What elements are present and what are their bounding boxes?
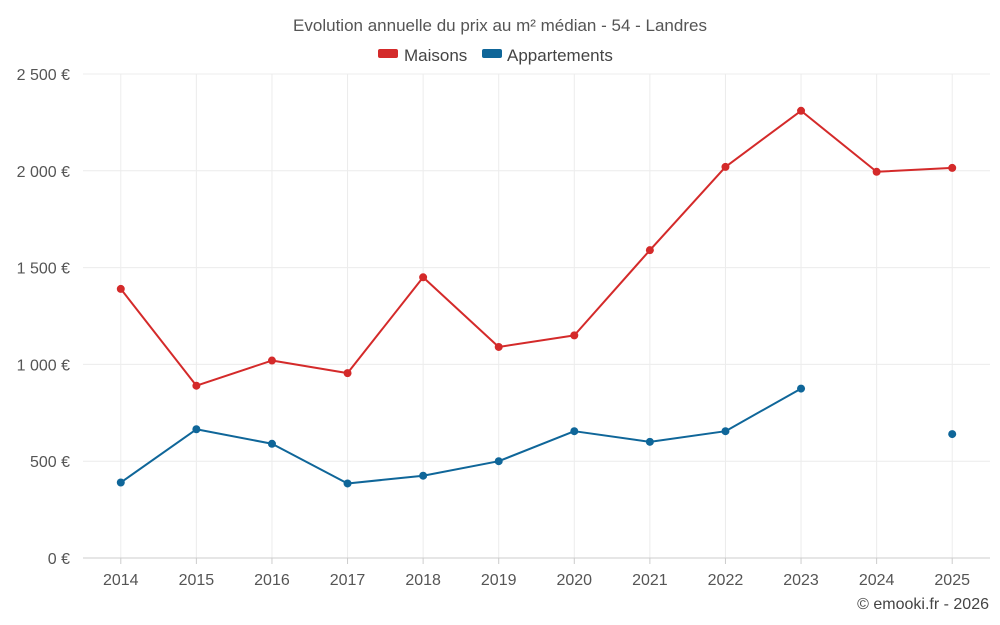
x-tick-label: 2014 — [103, 572, 139, 589]
y-tick-label: 1 500 € — [17, 261, 70, 278]
data-point-maisons-2024[interactable] — [872, 167, 881, 176]
data-point-maisons-2016[interactable] — [267, 356, 276, 365]
y-tick-label: 0 € — [48, 551, 70, 568]
data-point-maisons-2020[interactable] — [570, 331, 579, 340]
x-tick-label: 2022 — [708, 572, 744, 589]
series-line-maisons — [120, 109, 953, 387]
y-tick-label: 2 500 € — [17, 67, 70, 84]
x-tick-label: 2018 — [405, 572, 441, 589]
legend-label-maisons: Maisons — [404, 46, 467, 65]
data-point-maisons-2015[interactable] — [192, 381, 201, 390]
data-point-maisons-2021[interactable] — [645, 246, 654, 255]
data-point-appartements-2022[interactable] — [721, 427, 730, 436]
x-tick-label: 2021 — [632, 572, 668, 589]
x-tick-label: 2020 — [556, 572, 592, 589]
data-point-appartements-2021[interactable] — [645, 437, 654, 446]
axes: 0 € 500 € 1 000 € 1 500 € 2 000 € 2 500 € 2014… — [17, 67, 990, 589]
chart-title: Evolution annuelle du prix au m² médian … — [293, 16, 707, 35]
x-tick-label: 2016 — [254, 572, 290, 589]
data-point-appartements-2020[interactable] — [570, 427, 579, 436]
legend: Maisons Appartements — [378, 46, 613, 65]
y-tick-label: 500 € — [30, 454, 70, 471]
data-point-maisons-2019[interactable] — [494, 342, 503, 351]
data-point-appartements-2015[interactable] — [192, 425, 201, 434]
x-tick-label: 2017 — [330, 572, 366, 589]
series-line-appartements — [120, 387, 802, 485]
x-tick-label: 2019 — [481, 572, 517, 589]
y-tick-label: 2 000 € — [17, 164, 70, 181]
y-tick-label: 1 000 € — [17, 357, 70, 374]
data-point-appartements-2025[interactable] — [948, 430, 957, 439]
gridlines — [83, 73, 990, 558]
legend-item-maisons[interactable]: Maisons — [378, 46, 467, 65]
data-point-maisons-2023[interactable] — [797, 106, 806, 115]
series — [116, 106, 957, 488]
data-point-appartements-2023[interactable] — [797, 384, 806, 393]
data-point-appartements-2017[interactable] — [343, 479, 352, 488]
legend-swatch-appartements — [482, 49, 502, 58]
data-point-appartements-2016[interactable] — [267, 439, 276, 448]
x-tick-label: 2023 — [783, 572, 819, 589]
data-point-maisons-2022[interactable] — [721, 162, 730, 171]
credit-text: © emooki.fr - 2026 — [857, 596, 989, 613]
legend-label-appartements: Appartements — [507, 46, 613, 65]
x-tick-label: 2015 — [179, 572, 215, 589]
series-maisons — [116, 106, 957, 390]
legend-swatch-maisons — [378, 49, 398, 58]
x-tick-label: 2025 — [934, 572, 970, 589]
data-point-maisons-2017[interactable] — [343, 369, 352, 378]
data-point-appartements-2018[interactable] — [419, 471, 428, 480]
legend-item-appartements[interactable]: Appartements — [482, 46, 613, 65]
data-point-maisons-2018[interactable] — [419, 273, 428, 282]
series-appartements — [116, 384, 957, 488]
data-point-maisons-2025[interactable] — [948, 163, 957, 172]
data-point-appartements-2019[interactable] — [494, 457, 503, 466]
data-point-maisons-2014[interactable] — [116, 284, 125, 293]
data-point-appartements-2014[interactable] — [116, 478, 125, 487]
x-tick-label: 2024 — [859, 572, 895, 589]
